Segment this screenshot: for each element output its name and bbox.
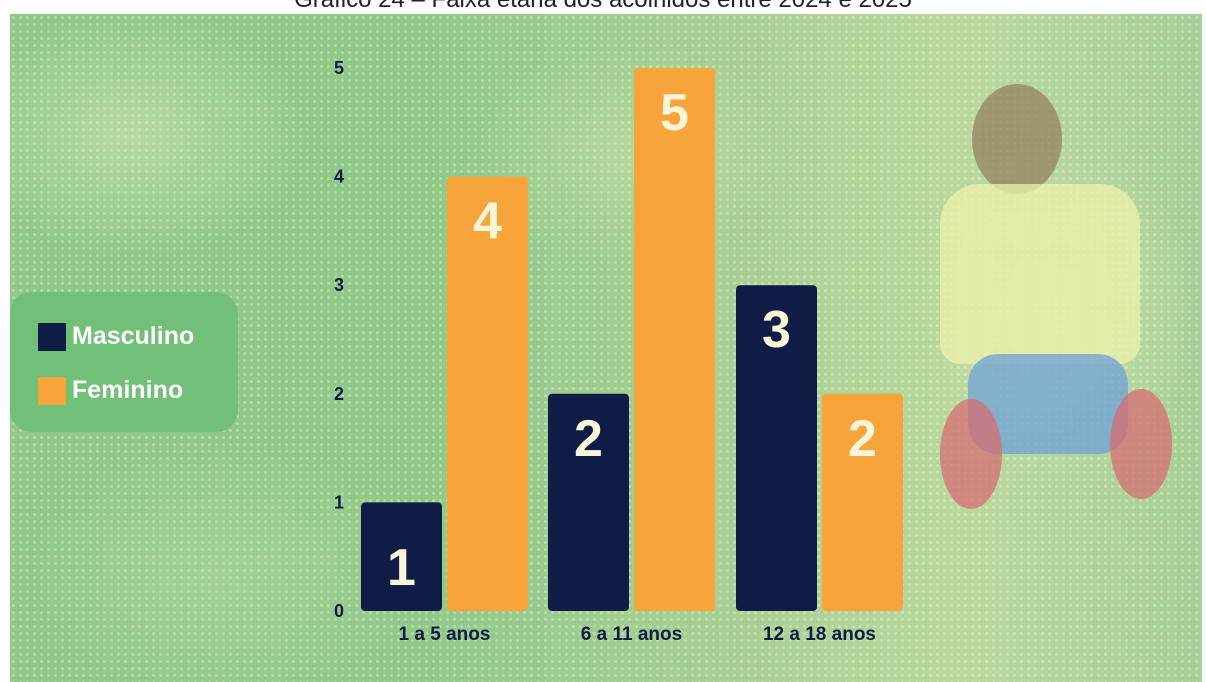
y-tick-label: 5 — [334, 58, 344, 78]
x-category-label: 6 a 11 anos — [581, 624, 682, 645]
x-category-label: 1 a 5 anos — [399, 624, 491, 645]
bar-data-label: 2 — [848, 410, 877, 468]
tricycle-wheel-right-illustration — [1110, 389, 1172, 499]
y-tick-label: 2 — [334, 384, 344, 404]
y-tick-label: 3 — [334, 275, 344, 295]
bar-masculino — [361, 502, 442, 611]
y-tick-label: 1 — [334, 492, 344, 512]
bar-data-label: 4 — [473, 193, 502, 251]
tricycle-wheel-left-illustration — [940, 399, 1002, 509]
y-tick-label: 0 — [334, 601, 344, 621]
x-category-label: 12 a 18 anos — [763, 624, 876, 645]
bar-data-label: 2 — [574, 410, 603, 468]
legend-label-masculino: Masculino — [72, 322, 195, 350]
legend-item-feminino: Feminino — [38, 376, 183, 405]
bar-feminino — [822, 393, 903, 611]
legend-item-masculino: Masculino — [38, 322, 194, 351]
y-tick-label: 4 — [334, 167, 344, 187]
legend-label-feminino: Feminino — [72, 376, 184, 404]
legend-swatch-masculino — [38, 322, 66, 351]
child-head-illustration — [972, 84, 1062, 194]
chart-legend: Masculino Feminino — [10, 292, 238, 432]
child-body-illustration — [940, 184, 1140, 364]
bar-masculino — [548, 393, 629, 611]
bar-feminino — [634, 68, 715, 611]
bar-feminino — [447, 176, 528, 611]
chart-title: Gráfico 24 – Faixa etária dos acolhidos … — [0, 0, 1206, 14]
bar-data-label: 1 — [387, 539, 416, 597]
legend-swatch-feminino — [38, 376, 66, 405]
bar-masculino — [736, 285, 817, 611]
bar-data-label: 5 — [660, 84, 689, 142]
bar-data-label: 3 — [762, 301, 791, 359]
